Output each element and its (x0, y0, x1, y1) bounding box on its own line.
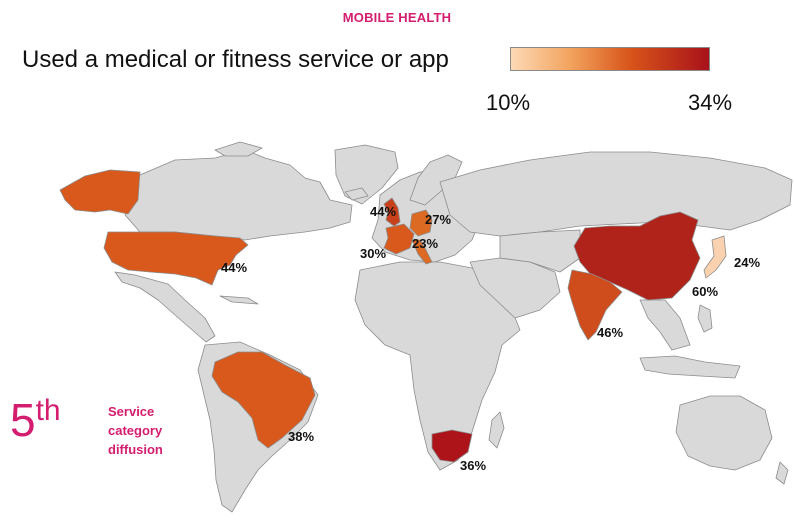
legend-max-label: 34% (688, 90, 733, 115)
land-arctic-islands (214, 141, 263, 157)
country-india (567, 269, 623, 341)
country-japan (703, 235, 727, 279)
rank-suffix: th (35, 394, 61, 427)
country-france (383, 223, 415, 255)
country-south-africa (431, 429, 473, 463)
label-germany: 27% (425, 212, 451, 227)
label-france: 30% (360, 246, 386, 261)
country-china (573, 211, 701, 301)
land-australia (675, 395, 773, 471)
country-germany (409, 209, 433, 237)
land-russia (439, 151, 793, 237)
label-united-kingdom: 44% (370, 204, 396, 219)
label-japan: 24% (734, 255, 760, 270)
color-scale-legend (510, 47, 710, 71)
land-cuba (219, 295, 259, 305)
land-iceland (344, 187, 369, 201)
legend-min-label: 10% (486, 90, 531, 115)
country-brazil (211, 351, 316, 449)
rank-indicator: 5th (10, 394, 61, 446)
country-italy (411, 239, 433, 265)
chart-subtitle: Used a medical or fitness service or app (22, 46, 449, 73)
country-labels: 44% 38% 44% 27% 30% 23% 60% 46% 24% 36% (221, 204, 760, 473)
land-indonesia (639, 355, 741, 379)
land-philippines (697, 304, 713, 333)
land-canada (124, 149, 353, 241)
rank-note: Service category diffusion (108, 404, 163, 457)
land-central-asia (499, 229, 581, 273)
land-mexico (114, 271, 216, 343)
rank-number: 5 (10, 394, 36, 446)
label-china: 60% (692, 284, 718, 299)
land-new-zealand (775, 461, 789, 485)
section-header: MOBILE HEALTH (342, 10, 452, 25)
country-united-kingdom (383, 197, 401, 227)
land-scandinavia (409, 154, 463, 206)
land-greenland (334, 144, 399, 205)
country-united-states-alaska (59, 169, 141, 215)
country-united-states (103, 231, 249, 286)
label-south-africa: 36% (460, 458, 486, 473)
highlighted-countries (59, 169, 727, 463)
label-italy: 23% (412, 236, 438, 251)
land-southeast-asia (639, 299, 691, 351)
label-india: 46% (597, 325, 623, 340)
label-brazil: 38% (288, 429, 314, 444)
label-united-states: 44% (221, 260, 247, 275)
land-madagascar (488, 411, 505, 449)
